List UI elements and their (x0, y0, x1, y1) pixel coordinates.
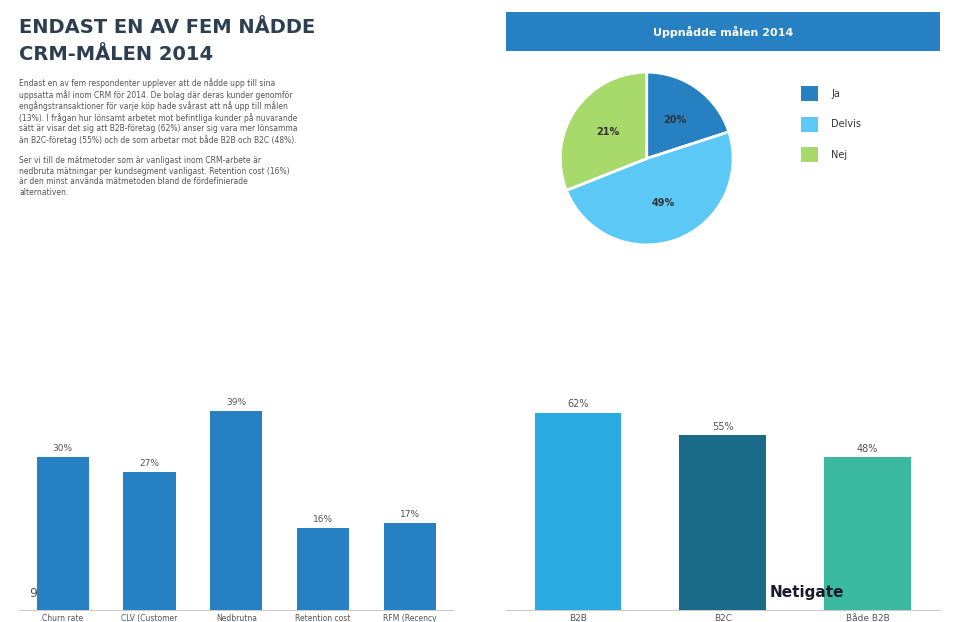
FancyBboxPatch shape (801, 116, 818, 132)
Bar (679, 435, 766, 610)
FancyBboxPatch shape (801, 147, 818, 162)
Text: 39%: 39% (226, 398, 246, 407)
Text: Netigate: Netigate (769, 585, 844, 600)
Text: 27%: 27% (139, 459, 159, 468)
Text: 9: 9 (29, 587, 36, 600)
Text: Ja: Ja (831, 89, 840, 99)
Text: Mätmetod: Mätmetod (31, 337, 95, 346)
Text: 48%: 48% (856, 444, 878, 454)
Text: 16%: 16% (313, 515, 333, 524)
Text: Endast en av fem respondenter upplever att de nådde upp till sina
uppsatta mål i: Endast en av fem respondenter upplever a… (19, 78, 297, 197)
FancyBboxPatch shape (505, 12, 940, 50)
Bar (384, 523, 436, 610)
Text: 62%: 62% (567, 399, 589, 409)
Bar (36, 457, 88, 610)
Text: 17%: 17% (400, 510, 420, 519)
FancyBboxPatch shape (801, 86, 818, 101)
Text: ENDAST EN AV FEM NÅDDE: ENDAST EN AV FEM NÅDDE (19, 17, 316, 37)
Text: Nej: Nej (831, 150, 848, 160)
Text: Uppnådde målen 2014: Uppnådde målen 2014 (652, 26, 793, 37)
Bar (534, 412, 621, 610)
Text: 30%: 30% (53, 444, 73, 453)
Bar (124, 472, 175, 610)
Text: CRM-MÅLEN 2014: CRM-MÅLEN 2014 (19, 45, 213, 65)
Bar (210, 411, 263, 610)
Text: Delvis: Delvis (831, 119, 861, 129)
Bar (297, 528, 349, 610)
Text: 55%: 55% (712, 422, 734, 432)
Text: Lönsamhet för CRM-arbete: Lönsamhet för CRM-arbete (518, 337, 686, 346)
Bar (824, 457, 911, 610)
